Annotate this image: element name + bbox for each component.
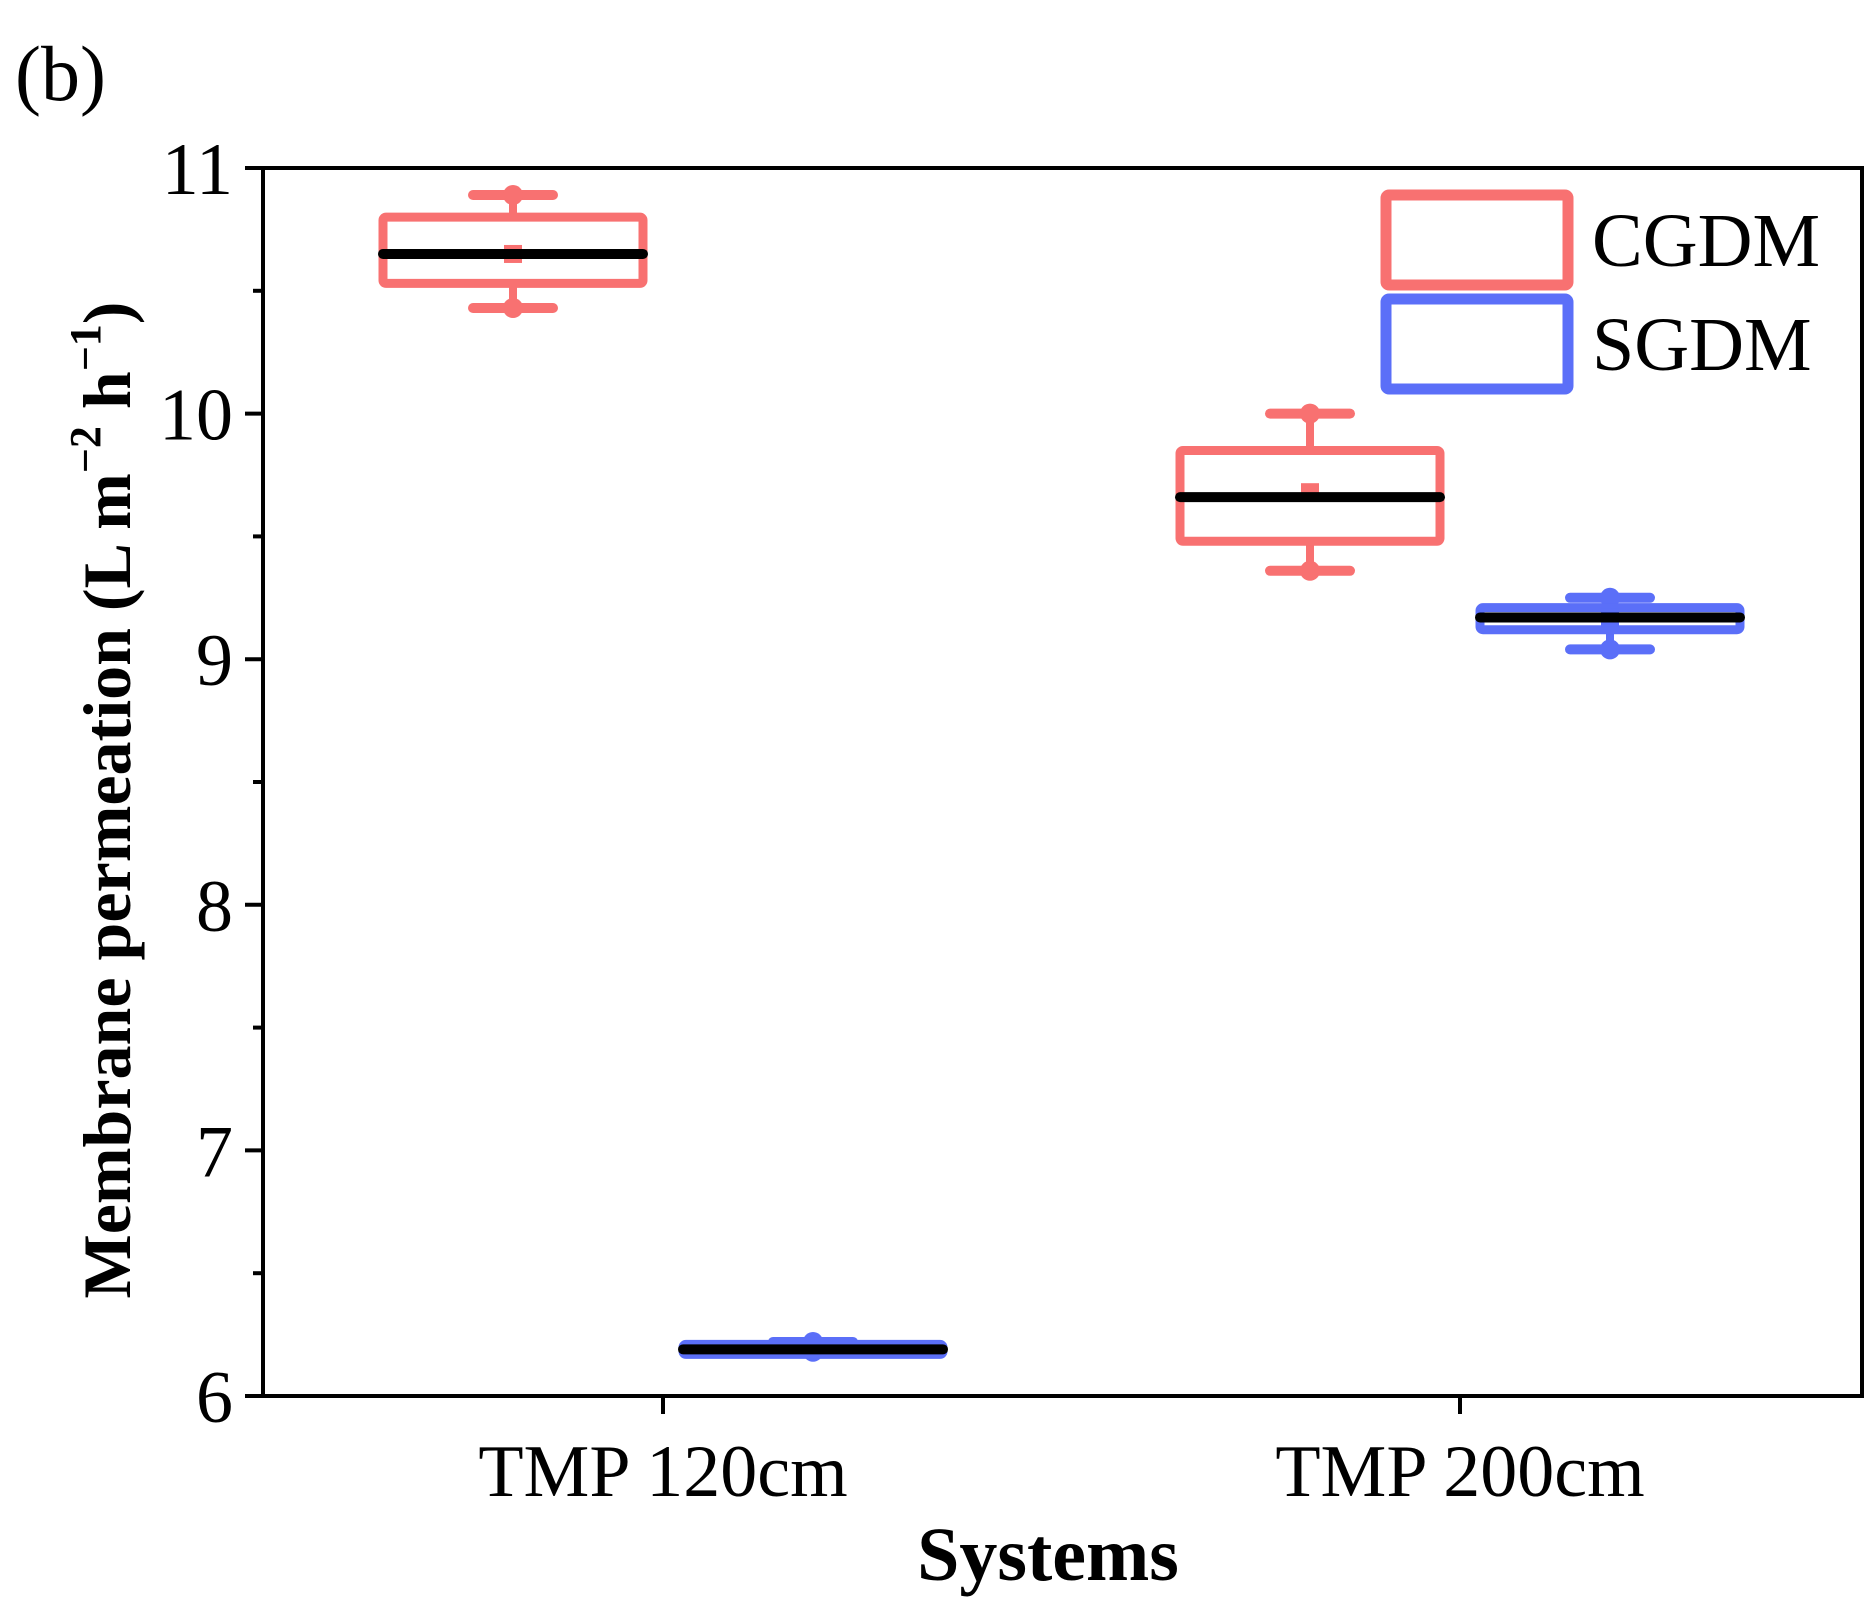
y-axis-label-end: )	[69, 302, 145, 325]
y-axis-label: Membrane permeation (L m−2 h−1)	[61, 302, 145, 1299]
x-axis-label: Systems	[917, 1513, 1179, 1597]
y-axis: 6 7 8 9 10 11	[159, 129, 263, 1439]
y-axis-label-main: Membrane permeation (L m	[69, 473, 145, 1298]
max-marker	[1600, 587, 1620, 608]
legend: CGDM SGDM	[1380, 189, 1820, 395]
legend-swatch	[1380, 189, 1574, 291]
y-tick-label: 6	[196, 1357, 233, 1439]
x-tick-label: TMP 120cm	[478, 1431, 847, 1513]
y-tick-label: 10	[159, 375, 233, 457]
y-tick-label: 9	[196, 620, 233, 702]
legend-item-sgdm: SGDM	[1380, 293, 1812, 395]
max-marker	[1300, 403, 1320, 424]
y-axis-label-sup-1: −2	[61, 426, 110, 473]
legend-swatch	[1380, 293, 1574, 395]
min-marker	[1300, 560, 1320, 581]
legend-item-cgdm: CGDM	[1380, 189, 1820, 291]
box-cgdm-2	[1175, 403, 1445, 581]
legend-label: SGDM	[1592, 303, 1812, 387]
y-tick-label: 7	[196, 1111, 233, 1193]
box-cgdm-1	[378, 185, 648, 318]
legend-label: CGDM	[1592, 199, 1820, 283]
panel-label: (b)	[15, 30, 106, 117]
y-axis-label-mid: h	[69, 371, 145, 426]
box-sgdm-1	[678, 1331, 948, 1362]
min-marker	[503, 297, 523, 318]
box-sgdm-2	[1475, 587, 1745, 660]
y-tick-label: 11	[162, 129, 233, 211]
y-axis-label-sup-2: −1	[61, 324, 110, 371]
x-tick-label: TMP 200cm	[1275, 1431, 1644, 1513]
min-marker	[1600, 639, 1620, 660]
y-tick-label: 8	[196, 866, 233, 948]
max-marker	[503, 185, 523, 206]
x-axis: TMP 120cm TMP 200cm	[478, 1396, 1645, 1513]
plot-area	[261, 166, 1864, 1398]
